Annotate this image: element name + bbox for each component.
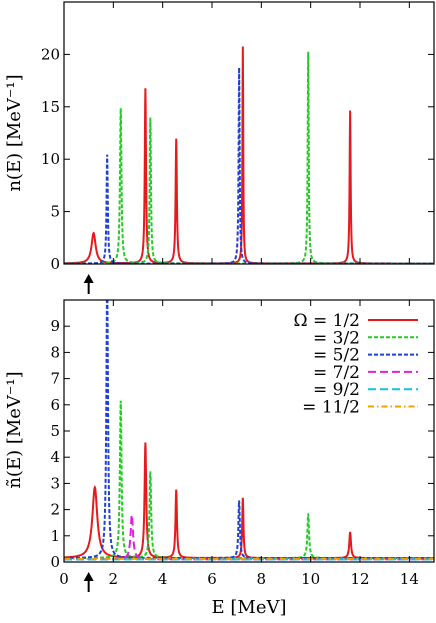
series-line-omega_3_2: [64, 51, 434, 264]
y-tick-label: 10: [41, 150, 60, 168]
x-tick-label: 10: [301, 570, 320, 588]
y-tick-label: 5: [50, 422, 60, 440]
y-tick-label: 20: [41, 45, 60, 63]
y-tick-label: 4: [50, 448, 60, 466]
x-tick-label: 8: [257, 570, 267, 588]
arrow-head: [83, 572, 94, 581]
x-tick-label: 0: [59, 570, 69, 588]
legend-label-omega_7_2: = 7/2: [313, 363, 360, 383]
y-tick-label: 8: [50, 343, 60, 361]
legend-label-omega_11_2: = 11/2: [302, 398, 360, 418]
y-tick-label: 5: [50, 203, 60, 221]
x-tick-label: 4: [158, 570, 168, 588]
y-tick-label: 6: [50, 396, 60, 414]
legend-label-omega_1_2: Ω = 1/2: [293, 311, 360, 331]
y-tick-label: 1: [50, 527, 60, 545]
legend-label-omega_3_2: = 3/2: [313, 328, 360, 348]
y-tick-label: 2: [50, 501, 60, 519]
top-plot-frame: [63, 1, 435, 265]
x-tick-label: 14: [400, 570, 419, 588]
y-tick-label: 0: [50, 553, 60, 571]
y-tick-label: 7: [50, 370, 60, 388]
legend-label-omega_9_2: = 9/2: [313, 380, 360, 400]
top-arrow-marker: [83, 274, 94, 294]
top-panel: 0 5 10 15 20 n(E) [MeV⁻¹]: [4, 1, 435, 294]
legend-label-omega_5_2: = 5/2: [313, 346, 360, 366]
bottom-curves: [64, 300, 434, 561]
x-tick-label: 12: [350, 570, 369, 588]
bottom-y-axis-label: ñ(E) [MeV⁻¹]: [4, 371, 25, 488]
y-tick-label: 9: [50, 317, 60, 335]
top-curves: [64, 46, 434, 264]
series-line-omega_3_2: [64, 400, 434, 560]
x-axis-label: E [MeV]: [212, 597, 287, 618]
y-tick-label: 0: [50, 255, 60, 273]
top-ticks: 0 5 10 15 20: [41, 2, 434, 273]
y-tick-label: 15: [41, 98, 60, 116]
legend: Ω = 1/2= 3/2= 5/2= 7/2= 9/2= 11/2: [293, 311, 418, 418]
top-y-axis-label: n(E) [MeV⁻¹]: [4, 74, 25, 191]
x-tick-label: 2: [109, 570, 119, 588]
bottom-arrow-marker: [83, 572, 94, 592]
arrow-head: [83, 274, 94, 283]
y-tick-label: 3: [50, 474, 60, 492]
series-line-omega_5_2: [64, 300, 434, 560]
x-tick-label: 6: [207, 570, 217, 588]
